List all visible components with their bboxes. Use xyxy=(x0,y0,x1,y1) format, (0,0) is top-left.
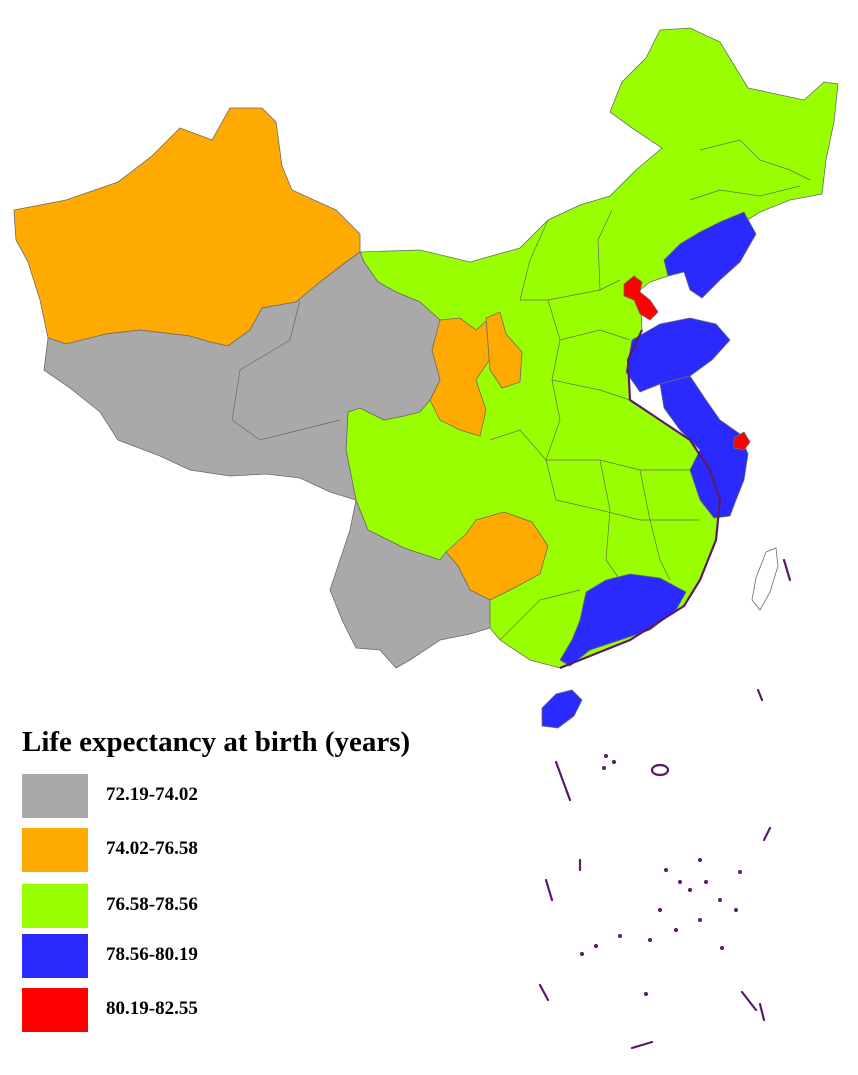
legend-label: 74.02-76.58 xyxy=(106,838,198,859)
region-ningxia xyxy=(485,311,523,389)
legend-swatch xyxy=(22,988,88,1032)
region-yunnan xyxy=(329,498,491,669)
legend-label: 72.19-74.02 xyxy=(106,784,198,805)
legend-swatch xyxy=(22,774,88,818)
legend-title: Life expectancy at birth (years) xyxy=(22,726,411,758)
province-borders xyxy=(231,139,811,641)
legend-item: 72.19-74.02 xyxy=(22,774,342,818)
legend-swatch xyxy=(22,884,88,928)
region-liaoning xyxy=(663,211,757,299)
legend-label: 78.56-80.19 xyxy=(106,944,198,965)
region-guangdong xyxy=(559,573,687,667)
legend-item: 78.56-80.19 xyxy=(22,934,342,978)
legend-label: 80.19-82.55 xyxy=(106,998,198,1019)
region-hainan xyxy=(541,689,583,729)
island-taiwan xyxy=(751,547,779,611)
coastline xyxy=(559,329,722,670)
region-tibet-qinghai xyxy=(43,251,441,501)
region-beijing-tianjin xyxy=(623,275,659,321)
legend-swatch xyxy=(22,934,88,978)
legend-item: 76.58-78.56 xyxy=(22,884,342,928)
region-shanghai xyxy=(733,431,751,451)
south-china-sea-islands xyxy=(538,558,792,1050)
legend-swatch xyxy=(22,828,88,872)
legend-item: 80.19-82.55 xyxy=(22,988,342,1032)
region-shandong xyxy=(625,317,731,393)
legend-label: 76.58-78.56 xyxy=(106,894,198,915)
legend-item: 74.02-76.58 xyxy=(22,828,342,872)
region-guizhou xyxy=(445,511,549,601)
